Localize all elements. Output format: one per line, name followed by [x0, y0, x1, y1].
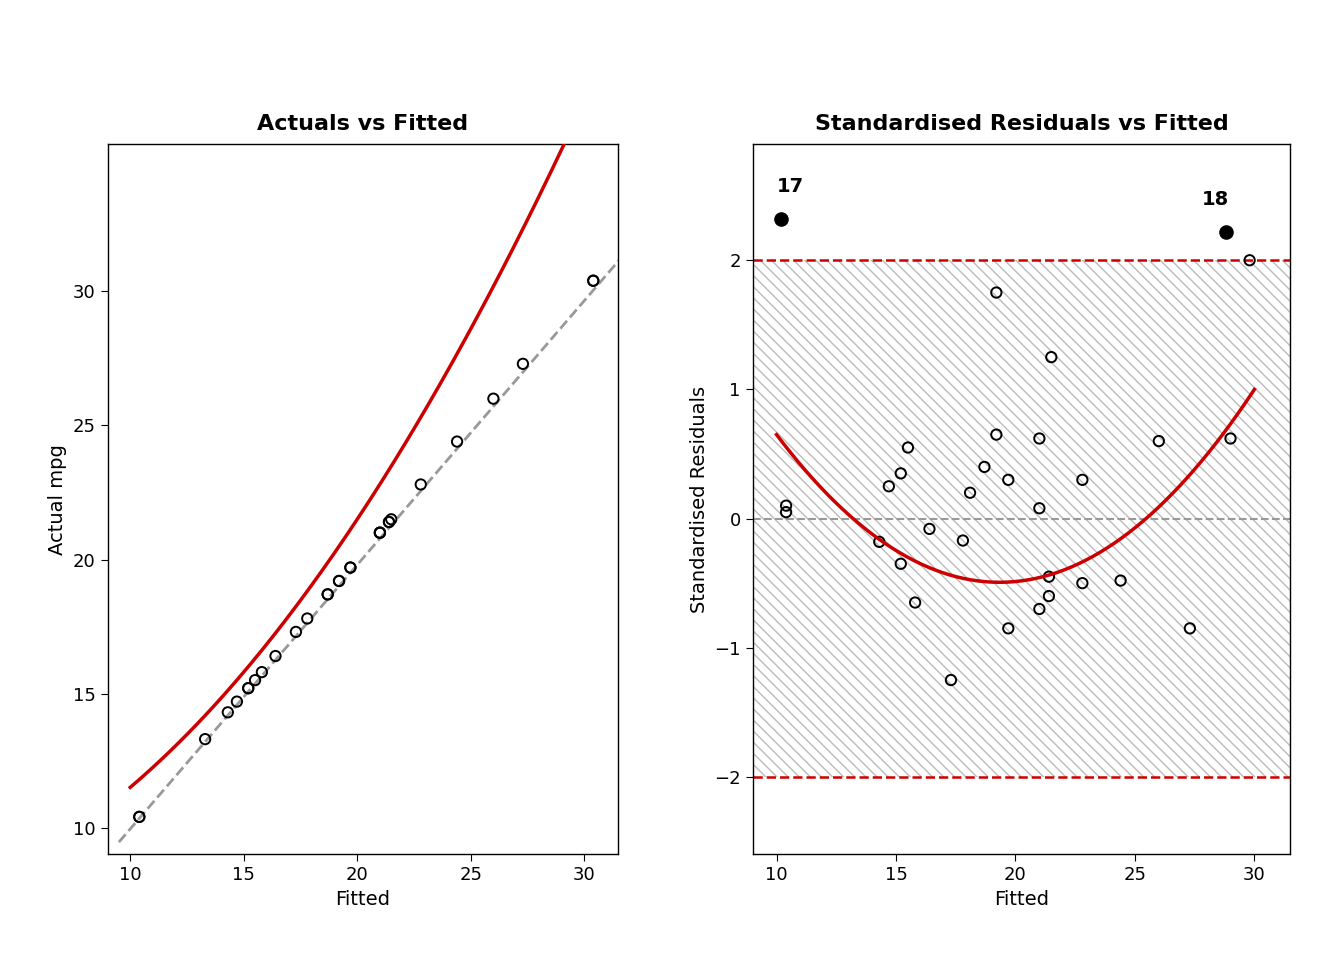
- Point: [905, 595, 926, 611]
- Point: [1215, 224, 1236, 239]
- Point: [941, 672, 962, 687]
- Point: [1038, 588, 1059, 604]
- Point: [663, 180, 684, 195]
- Point: [868, 534, 890, 549]
- Point: [582, 273, 603, 288]
- Point: [1179, 621, 1200, 636]
- Point: [251, 664, 273, 680]
- X-axis label: Fitted: Fitted: [336, 890, 390, 909]
- Point: [512, 356, 534, 372]
- Point: [1028, 500, 1050, 516]
- Point: [1071, 575, 1093, 590]
- Point: [1038, 569, 1059, 585]
- Point: [890, 556, 911, 571]
- Point: [238, 681, 259, 696]
- Point: [1071, 472, 1093, 488]
- Point: [226, 694, 247, 709]
- Point: [370, 525, 391, 540]
- Point: [890, 466, 911, 481]
- Point: [285, 624, 306, 639]
- Point: [1028, 601, 1050, 616]
- Point: [997, 621, 1019, 636]
- Point: [582, 273, 603, 288]
- Point: [898, 440, 919, 455]
- Point: [238, 681, 259, 696]
- Point: [985, 285, 1007, 300]
- Point: [378, 515, 399, 530]
- Point: [770, 211, 792, 227]
- Point: [328, 573, 349, 588]
- Point: [129, 809, 151, 825]
- X-axis label: Fitted: Fitted: [995, 890, 1048, 909]
- Text: 17: 17: [777, 177, 804, 196]
- Point: [378, 515, 399, 530]
- Point: [1148, 433, 1169, 448]
- Point: [340, 560, 362, 575]
- Title: Standardised Residuals vs Fitted: Standardised Residuals vs Fitted: [814, 114, 1228, 134]
- Point: [952, 533, 973, 548]
- Point: [195, 732, 216, 747]
- Point: [380, 512, 402, 527]
- Point: [410, 477, 431, 492]
- Point: [317, 587, 339, 602]
- Y-axis label: Actual mpg: Actual mpg: [48, 444, 67, 555]
- Point: [628, 220, 649, 235]
- Point: [997, 472, 1019, 488]
- Text: 18: 18: [1202, 189, 1228, 208]
- Point: [1028, 431, 1050, 446]
- Point: [340, 560, 362, 575]
- Point: [878, 479, 899, 494]
- Point: [1040, 349, 1062, 365]
- Bar: [753, 260, 1290, 777]
- Point: [328, 573, 349, 588]
- Point: [985, 427, 1007, 443]
- Point: [1110, 573, 1132, 588]
- Point: [370, 525, 391, 540]
- Point: [919, 521, 941, 537]
- Point: [218, 705, 239, 720]
- Point: [317, 587, 339, 602]
- Point: [446, 434, 468, 449]
- Point: [265, 648, 286, 663]
- Point: [1220, 431, 1242, 446]
- Point: [129, 809, 151, 825]
- Point: [297, 611, 319, 626]
- Point: [245, 672, 266, 687]
- Point: [973, 459, 995, 474]
- Point: [370, 525, 391, 540]
- Point: [775, 498, 797, 514]
- Point: [1239, 252, 1261, 268]
- Point: [482, 391, 504, 406]
- Y-axis label: Standardised Residuals: Standardised Residuals: [689, 386, 708, 612]
- Point: [775, 504, 797, 519]
- Point: [960, 485, 981, 500]
- Title: Actuals vs Fitted: Actuals vs Fitted: [257, 114, 469, 134]
